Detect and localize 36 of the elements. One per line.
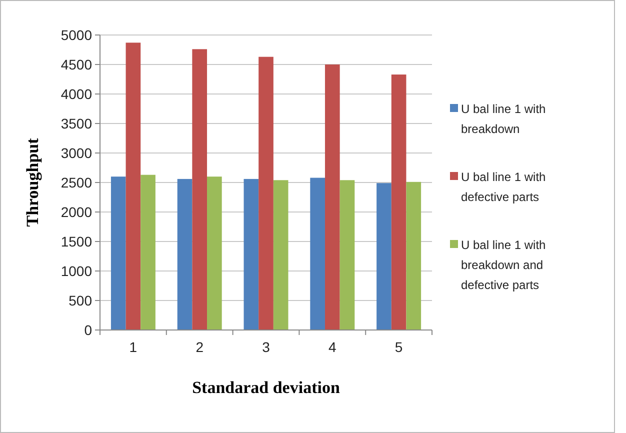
legend-label: U bal line 1 with defective parts: [461, 170, 546, 204]
bar: [273, 180, 288, 330]
bar: [140, 174, 156, 330]
x-tick-label: 1: [129, 339, 138, 355]
bar: [406, 182, 422, 330]
y-tick-label: 5000: [60, 26, 92, 43]
bar: [376, 183, 392, 330]
bar: [110, 176, 126, 330]
legend-label: U bal line 1 with breakdown and defective parts: [461, 238, 546, 292]
bar: [310, 178, 325, 330]
x-tick-label: 4: [328, 339, 336, 355]
legend-label: U bal line 1 with breakdown: [461, 102, 546, 136]
y-tick-label: 4500: [60, 56, 92, 72]
y-tick-label: 0: [84, 322, 92, 338]
x-axis-title: Standarad deviation: [192, 378, 340, 397]
y-tick-label: 2000: [60, 204, 92, 220]
y-tick-label: 1500: [60, 233, 92, 250]
bar: [258, 56, 274, 330]
bar: [324, 64, 340, 330]
bar: [177, 178, 192, 330]
x-tick-label: 5: [394, 339, 403, 355]
y-tick-label: 1000: [60, 262, 92, 279]
bar: [244, 178, 259, 330]
y-tick-label: 4000: [60, 86, 92, 102]
y-tick-label: 3500: [60, 115, 92, 132]
y-tick-label: 2500: [60, 174, 92, 190]
y-axis-title: Throughput: [23, 138, 42, 227]
bar: [192, 49, 208, 330]
bar: [340, 180, 355, 330]
y-tick-label: 3000: [60, 144, 92, 161]
bar: [126, 42, 141, 330]
x-tick-label: 3: [262, 339, 270, 355]
x-tick-label: 2: [196, 339, 204, 355]
bar: [391, 74, 406, 330]
bar: [207, 176, 222, 330]
y-tick-label: 500: [68, 292, 92, 308]
